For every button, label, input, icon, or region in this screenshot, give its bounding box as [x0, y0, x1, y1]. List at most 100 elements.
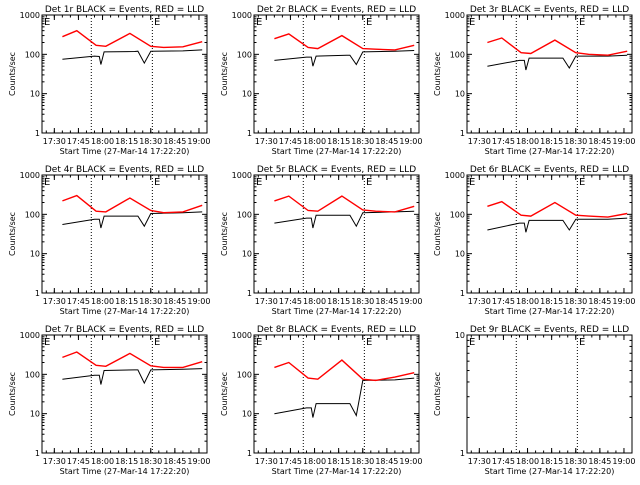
x-tick-label: 17:45	[67, 457, 90, 466]
y-tick-label: 100	[25, 370, 40, 379]
y-axis-label: Counts/sec	[8, 52, 17, 96]
events-series-line	[487, 54, 628, 71]
x-tick-label: 17:30	[255, 137, 278, 146]
x-tick-label: 17:30	[43, 457, 66, 466]
panel-title: Det 9r BLACK = Events, RED = LLD	[470, 325, 629, 335]
y-axis-label: Counts/sec	[433, 212, 442, 256]
time-marker-label: E	[44, 17, 50, 28]
panel-7: Det 7r BLACK = Events, RED = LLD 1 10 100 10…	[8, 325, 210, 476]
x-tick-label: 18:15	[327, 457, 350, 466]
time-marker-label: E	[256, 17, 262, 28]
x-tick-label: 18:45	[375, 137, 398, 146]
x-axis-label: Start Time (27-Mar-14 17:22:20)	[272, 467, 402, 476]
plot-frame	[466, 14, 633, 134]
time-marker-label: E	[579, 177, 585, 188]
y-tick-label: 100	[450, 210, 465, 219]
x-tick-label: 18:45	[588, 297, 611, 306]
y-tick-label: 1	[247, 449, 252, 458]
x-tick-label: 19:00	[612, 297, 635, 306]
x-tick-label: 18:15	[327, 297, 350, 306]
time-marker-label: E	[579, 337, 585, 348]
time-marker-label: E	[366, 337, 372, 348]
panel-title: Det 4r BLACK = Events, RED = LLD	[45, 165, 204, 175]
x-tick-label: 19:00	[399, 457, 422, 466]
y-axis-label: Counts/sec	[8, 212, 17, 256]
x-tick-label: 18:45	[588, 137, 611, 146]
y-tick-label: 10	[30, 410, 40, 419]
x-tick-label: 17:30	[43, 137, 66, 146]
y-tick-label: 1000	[232, 11, 252, 20]
time-marker-label: E	[579, 17, 585, 28]
plot-frame	[466, 334, 633, 454]
y-tick-label: 100	[237, 210, 252, 219]
x-tick-label: 18:15	[540, 137, 563, 146]
x-tick-label: 18:45	[375, 297, 398, 306]
x-tick-label: 17:45	[67, 297, 90, 306]
x-tick-label: 17:45	[279, 297, 302, 306]
y-tick-label: 100	[237, 370, 252, 379]
x-axis-label: Start Time (27-Mar-14 17:22:20)	[485, 307, 615, 316]
panel-title: Det 5r BLACK = Events, RED = LLD	[257, 165, 416, 175]
x-tick-label: 19:00	[187, 297, 210, 306]
y-tick-label: 10	[242, 90, 252, 99]
events-series-line	[487, 217, 628, 233]
y-tick-label: 1000	[232, 171, 252, 180]
x-tick-label: 19:00	[612, 137, 635, 146]
y-tick-label: 1	[460, 449, 465, 458]
y-axis-label: Counts/sec	[220, 372, 229, 416]
x-tick-label: 18:00	[516, 457, 539, 466]
x-tick-label: 17:30	[468, 137, 491, 146]
x-tick-label: 17:30	[468, 297, 491, 306]
lld-series-line	[62, 29, 203, 49]
x-axis-label: Start Time (27-Mar-14 17:22:20)	[485, 147, 615, 156]
x-tick-label: 18:45	[375, 457, 398, 466]
y-tick-label: 1	[35, 129, 40, 138]
lld-series-line	[487, 200, 628, 218]
events-series-line	[62, 368, 203, 385]
y-axis-label: Counts/sec	[8, 372, 17, 416]
y-tick-label: 10	[455, 331, 465, 340]
time-marker-label: E	[366, 177, 372, 188]
x-tick-label: 18:30	[564, 137, 587, 146]
lld-series-line	[62, 351, 203, 369]
y-tick-label: 100	[25, 210, 40, 219]
x-tick-label: 17:30	[43, 297, 66, 306]
x-tick-label: 17:45	[279, 457, 302, 466]
x-tick-label: 18:15	[115, 137, 138, 146]
plot-frame	[41, 14, 208, 134]
x-tick-label: 18:15	[540, 457, 563, 466]
panel-1: Det 1r BLACK = Events, RED = LLD 1 10 100 10…	[8, 5, 210, 156]
panel-title: Det 6r BLACK = Events, RED = LLD	[470, 165, 629, 175]
x-tick-label: 18:15	[540, 297, 563, 306]
lld-series-line	[274, 33, 415, 51]
x-tick-label: 18:15	[327, 137, 350, 146]
x-tick-label: 18:45	[588, 457, 611, 466]
y-tick-label: 10	[455, 90, 465, 99]
x-tick-label: 18:15	[115, 457, 138, 466]
panel-title: Det 8r BLACK = Events, RED = LLD	[257, 325, 416, 335]
x-tick-label: 18:00	[303, 137, 326, 146]
plot-frame	[253, 14, 420, 134]
y-tick-label: 1000	[232, 331, 252, 340]
x-tick-label: 18:30	[564, 297, 587, 306]
x-tick-label: 18:00	[91, 457, 114, 466]
x-tick-label: 18:00	[91, 297, 114, 306]
time-marker-label: E	[469, 177, 475, 188]
panel-8: Det 8r BLACK = Events, RED = LLD 1 10 100 10…	[220, 325, 422, 476]
events-series-line	[62, 49, 203, 65]
plot-frame	[466, 174, 633, 294]
y-tick-label: 1000	[20, 171, 40, 180]
panel-title: Det 3r BLACK = Events, RED = LLD	[470, 5, 629, 15]
x-tick-label: 17:30	[255, 297, 278, 306]
x-tick-label: 19:00	[612, 457, 635, 466]
time-marker-label: E	[469, 17, 475, 28]
x-tick-label: 18:30	[139, 137, 162, 146]
x-axis-label: Start Time (27-Mar-14 17:22:20)	[60, 467, 190, 476]
y-axis-label: Counts/sec	[220, 52, 229, 96]
x-axis-label: Start Time (27-Mar-14 17:22:20)	[272, 307, 402, 316]
plot-frame	[253, 334, 420, 454]
y-tick-label: 10	[30, 250, 40, 259]
y-tick-label: 1	[247, 289, 252, 298]
